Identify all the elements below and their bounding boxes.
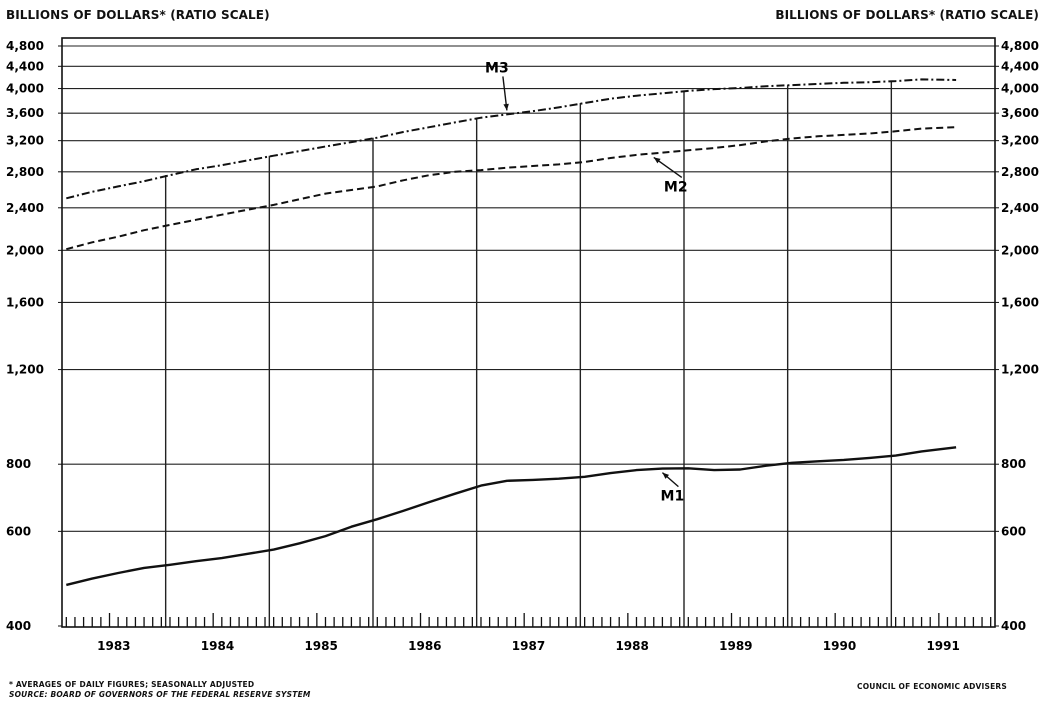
x-tick-label: 1988 — [615, 639, 648, 653]
x-tick-label: 1985 — [304, 639, 337, 653]
x-tick-label: 1989 — [719, 639, 752, 653]
y-tick-label-left: 1,600 — [6, 295, 44, 309]
y-tick-label-left: 1,200 — [6, 363, 44, 377]
credit-note: COUNCIL OF ECONOMIC ADVISERS — [857, 682, 1007, 691]
y-tick-label-right: 800 — [1001, 457, 1026, 471]
y-tick-label-right: 3,600 — [1001, 106, 1039, 120]
footnote: * AVERAGES OF DAILY FIGURES; SEASONALLY … — [9, 680, 255, 689]
leader-arrowhead-m3 — [503, 103, 509, 111]
y-tick-label-right: 4,800 — [1001, 39, 1039, 53]
y-axis-label-left: BILLIONS OF DOLLARS* (RATIO SCALE) — [6, 8, 270, 22]
y-tick-label-left: 4,000 — [6, 82, 44, 96]
y-tick-label-left: 4,800 — [6, 39, 44, 53]
y-tick-label-left: 4,400 — [6, 59, 44, 73]
series-label-m2: M2 — [664, 179, 688, 195]
x-tick-label: 1991 — [926, 639, 959, 653]
y-tick-label-right: 2,400 — [1001, 201, 1039, 215]
y-tick-label-left: 3,600 — [6, 106, 44, 120]
series-labels: M3 M2 M1 — [485, 60, 688, 504]
y-tick-label-right: 1,200 — [1001, 363, 1039, 377]
y-tick-label-left: 400 — [6, 619, 31, 633]
leader-arrowhead-m2 — [653, 157, 661, 164]
y-tick-label-left: 2,400 — [6, 201, 44, 215]
x-tick-label: 1990 — [823, 639, 856, 653]
axes: 400 400 600 600 800 800 1,200 1,200 1,600 1,600 2,… — [6, 37, 1039, 653]
y-axis-label-right: BILLIONS OF DOLLARS* (RATIO SCALE) — [775, 8, 1039, 22]
y-tick-label-right: 4,400 — [1001, 59, 1039, 73]
leader-arrowhead-m1 — [662, 472, 670, 479]
grid — [62, 45, 995, 627]
y-tick-label-left: 800 — [6, 457, 31, 471]
x-tick-label: 1986 — [408, 639, 441, 653]
y-tick-label-right: 2,000 — [1001, 243, 1039, 257]
series-label-m3: M3 — [485, 60, 509, 76]
y-tick-label-right: 3,200 — [1001, 134, 1039, 148]
y-tick-label-left: 3,200 — [6, 134, 44, 148]
y-tick-label-left: 2,800 — [6, 165, 44, 179]
series-line-m1 — [66, 446, 957, 587]
y-tick-label-right: 600 — [1001, 524, 1026, 538]
x-tick-label: 1983 — [97, 639, 130, 653]
y-tick-label-right: 4,000 — [1001, 82, 1039, 96]
y-tick-label-left: 600 — [6, 524, 31, 538]
series-line-m2 — [66, 126, 957, 251]
plot-frame — [61, 37, 996, 628]
source-note: SOURCE: BOARD OF GOVERNORS OF THE FEDERA… — [9, 690, 311, 699]
y-tick-label-right: 1,600 — [1001, 295, 1039, 309]
series-label-m1: M1 — [661, 489, 685, 505]
y-tick-label-right: 2,800 — [1001, 165, 1039, 179]
series-line-m3 — [66, 78, 957, 200]
y-tick-label-left: 2,000 — [6, 243, 44, 257]
series-lines — [66, 78, 957, 587]
y-tick-label-right: 400 — [1001, 619, 1026, 633]
x-tick-label: 1987 — [512, 639, 545, 653]
x-tick-label: 1984 — [201, 639, 234, 653]
